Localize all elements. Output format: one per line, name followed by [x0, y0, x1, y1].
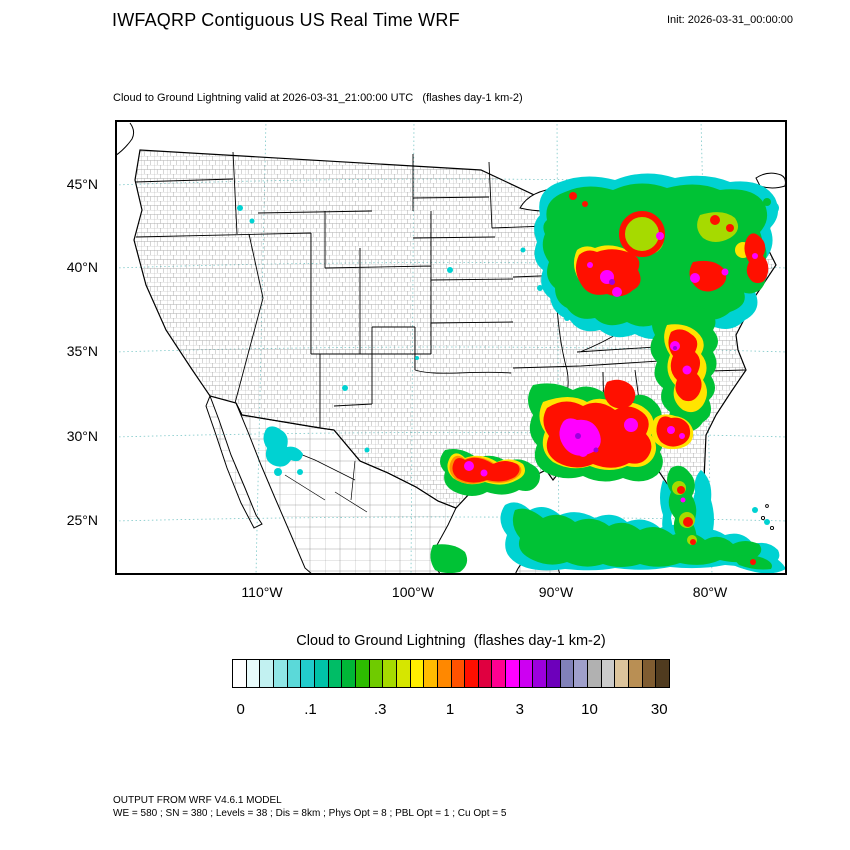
footer-model-line: OUTPUT FROM WRF V4.6.1 MODEL — [113, 795, 282, 806]
colorbar-cell — [587, 660, 601, 687]
colorbar-cell — [245, 660, 260, 687]
colorbar-cell — [546, 660, 560, 687]
lat-tick-label: 25°N — [66, 512, 98, 528]
colorbar-cell — [559, 660, 574, 687]
colorbar-cell — [628, 660, 642, 687]
colorbar-cell — [477, 660, 492, 687]
colorbar-cell — [368, 660, 383, 687]
colorbar-tick-label: 3 — [515, 701, 524, 718]
footer: OUTPUT FROM WRF V4.6.1 MODEL WE = 580 ; … — [113, 794, 506, 820]
colorbar — [232, 659, 670, 688]
colorbar-cell — [614, 660, 629, 687]
colorbar-cell — [409, 660, 424, 687]
colorbar-cell — [436, 660, 451, 687]
colorbar-cell — [259, 660, 273, 687]
colorbar-cell — [327, 660, 342, 687]
colorbar-cell — [300, 660, 314, 687]
lightning-magenta-layer — [464, 232, 758, 503]
colorbar-cell — [573, 660, 588, 687]
colorbar-cell — [341, 660, 355, 687]
colorbar-cell — [286, 660, 301, 687]
colorbar-tick-label: .1 — [304, 701, 317, 718]
page-title: IWFAQRP Contiguous US Real Time WRF — [112, 10, 460, 30]
colorbar-cell — [450, 660, 465, 687]
colorbar-cell — [532, 660, 547, 687]
colorbar-ticks: 0 .1 .3 1 3 10 30 — [232, 701, 668, 721]
colorbar-cell — [655, 660, 669, 687]
colorbar-tick-label: 0 — [236, 701, 245, 718]
lon-tick-label: 110°W — [241, 584, 283, 600]
lon-tick-label: 90°W — [538, 584, 574, 600]
lon-tick-label: 100°W — [391, 584, 435, 600]
map-frame-border — [115, 120, 787, 575]
lat-tick-label: 40°N — [66, 259, 98, 275]
colorbar-cell — [354, 660, 369, 687]
colorbar-title: Cloud to Ground Lightning (flashes day-1… — [296, 633, 606, 649]
colorbar-cell — [395, 660, 410, 687]
colorbar-tick-label: 30 — [650, 701, 668, 718]
lon-axis: 110°W 100°W 90°W 80°W — [115, 584, 787, 604]
colorbar-cell — [518, 660, 533, 687]
lightning-yellow-green-layer — [623, 212, 739, 545]
colorbar-cell — [313, 660, 328, 687]
lat-tick-label: 35°N — [66, 343, 98, 359]
lat-tick-label: 45°N — [66, 176, 98, 192]
colorbar-cell — [641, 660, 656, 687]
colorbar-cell — [600, 660, 615, 687]
colorbar-cell — [382, 660, 396, 687]
colorbar-cell — [272, 660, 287, 687]
map-subtitle: Cloud to Ground Lightning valid at 2026-… — [113, 92, 523, 104]
init-timestamp: Init: 2026-03-31_00:00:00 — [667, 14, 793, 26]
lat-axis: 45°N 40°N 35°N 30°N 25°N — [46, 120, 106, 575]
lat-tick-label: 30°N — [66, 428, 98, 444]
colorbar-cell — [464, 660, 478, 687]
colorbar-cell — [423, 660, 437, 687]
colorbar-tick-label: 10 — [581, 701, 598, 718]
colorbar-tick-label: .3 — [373, 701, 387, 718]
footer-config-line: WE = 580 ; SN = 380 ; Levels = 38 ; Dis … — [113, 808, 507, 819]
lon-tick-label: 80°W — [692, 584, 728, 600]
colorbar-cell — [491, 660, 506, 687]
lightning-purple-layer — [575, 279, 677, 453]
map-area — [115, 120, 787, 575]
colorbar-cell — [233, 660, 246, 687]
colorbar-cell — [505, 660, 519, 687]
colorbar-tick-label: 1 — [445, 701, 455, 718]
us-lightning-map — [115, 120, 787, 575]
